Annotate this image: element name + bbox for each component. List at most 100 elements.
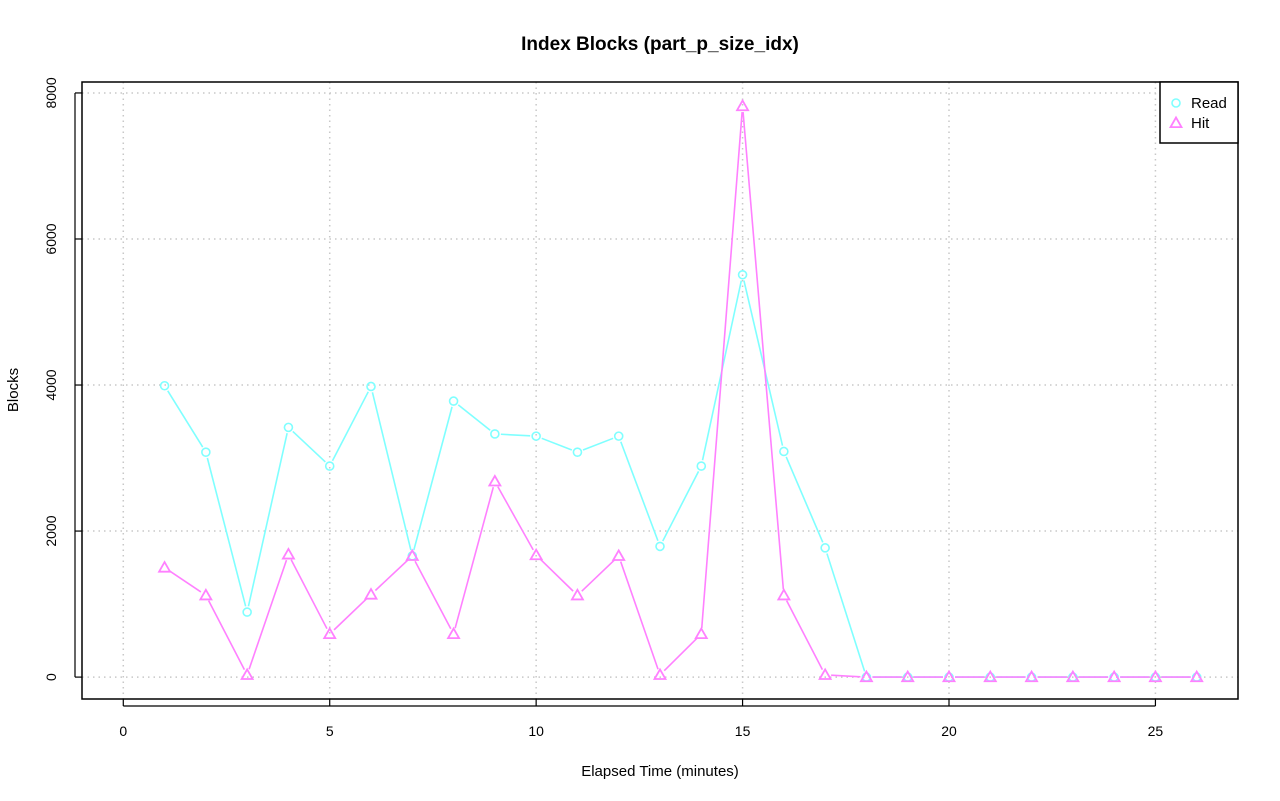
data-point-circle xyxy=(283,422,294,433)
series-line-segment xyxy=(500,433,531,437)
series-line-segment xyxy=(167,390,204,448)
y-tick-label: 0 xyxy=(43,673,59,681)
series-line-segment xyxy=(743,280,784,446)
series-layer xyxy=(157,98,1204,683)
data-point-triangle xyxy=(240,667,255,680)
series-line-segment xyxy=(663,637,698,672)
series-line-segment xyxy=(619,561,659,670)
data-point-triangle xyxy=(570,588,585,601)
x-axis-label: Elapsed Time (minutes) xyxy=(581,763,739,780)
series-line-segment xyxy=(414,560,452,630)
data-point-triangle xyxy=(735,98,750,112)
series-line-segment xyxy=(207,600,246,670)
series-line-segment xyxy=(206,457,247,607)
series-line-segment xyxy=(248,559,288,670)
y-tick-label: 6000 xyxy=(43,223,59,254)
series-line-segment xyxy=(457,404,491,431)
series-line-segment xyxy=(742,112,785,590)
series-line-segment xyxy=(541,437,573,451)
data-point-circle xyxy=(159,380,170,391)
data-point-circle xyxy=(737,269,748,280)
legend-marker-read xyxy=(1171,98,1181,108)
data-point-triangle xyxy=(446,626,461,640)
series-line-segment xyxy=(290,559,328,630)
x-tick-label: 10 xyxy=(528,723,544,739)
data-point-circle xyxy=(324,461,335,471)
legend-marker-hit xyxy=(1168,115,1184,129)
plot-frame xyxy=(81,81,1239,700)
x-axis: 0 5 10 15 20 25 xyxy=(119,699,1163,739)
series-line-segment xyxy=(169,570,202,593)
y-axis-label: Blocks xyxy=(5,368,22,412)
data-point-circle xyxy=(613,431,624,441)
grid-lines xyxy=(82,82,1238,699)
x-tick-label: 5 xyxy=(326,723,334,739)
y-tick-label: 2000 xyxy=(43,515,59,546)
series-line-segment xyxy=(539,558,574,592)
x-tick-label: 15 xyxy=(735,723,751,739)
series-line-segment xyxy=(700,112,743,629)
series-line-segment xyxy=(620,441,659,542)
series-line-segment xyxy=(785,456,824,543)
legend-label-read: Read xyxy=(1191,95,1227,112)
data-point-triangle xyxy=(281,547,296,560)
series-line-segment xyxy=(371,392,412,551)
legend-label-hit: Hit xyxy=(1191,115,1210,132)
x-tick-label: 25 xyxy=(1148,723,1164,739)
series-line-segment xyxy=(333,598,368,631)
data-point-circle xyxy=(779,446,789,457)
series-line-segment xyxy=(331,391,369,462)
data-point-triangle xyxy=(818,667,833,680)
chart-title: Index Blocks (part_p_size_idx) xyxy=(521,34,799,55)
x-tick-label: 0 xyxy=(119,723,127,739)
data-point-triangle xyxy=(487,474,502,487)
data-point-circle xyxy=(490,429,500,439)
data-point-circle xyxy=(366,381,376,392)
data-point-triangle xyxy=(363,587,379,600)
series-line-segment xyxy=(582,437,614,451)
data-point-triangle xyxy=(157,560,172,573)
data-point-triangle xyxy=(198,588,213,601)
data-point-triangle xyxy=(1148,669,1163,683)
data-point-triangle xyxy=(694,626,709,640)
series-line-segment xyxy=(413,406,453,551)
y-tick-label: 8000 xyxy=(43,77,59,108)
series-line-segment xyxy=(292,430,326,463)
data-point-circle xyxy=(655,541,665,552)
data-point-circle xyxy=(201,447,211,458)
data-point-triangle xyxy=(529,547,544,561)
data-point-triangle xyxy=(941,669,957,683)
data-point-triangle xyxy=(1024,669,1039,683)
data-point-circle xyxy=(448,396,459,406)
data-point-triangle xyxy=(776,588,791,601)
data-point-triangle xyxy=(1189,669,1204,683)
data-point-circle xyxy=(242,607,252,617)
data-point-circle xyxy=(820,543,830,553)
data-point-triangle xyxy=(983,669,998,683)
series-line-segment xyxy=(826,553,866,672)
data-point-triangle xyxy=(900,669,915,683)
series-line-segment xyxy=(831,674,861,678)
series-line-segment xyxy=(454,486,495,629)
legend-box xyxy=(1159,81,1239,144)
data-point-triangle xyxy=(652,667,668,680)
series-line-segment xyxy=(247,433,288,607)
series-line-segment xyxy=(785,600,824,670)
series-line-segment xyxy=(581,559,615,592)
series-line-segment xyxy=(497,486,534,551)
data-point-triangle xyxy=(611,548,626,561)
series-read xyxy=(159,269,1202,682)
data-point-circle xyxy=(531,431,541,441)
series-line-segment xyxy=(662,471,700,542)
data-point-triangle xyxy=(405,548,420,561)
legend: Read Hit xyxy=(1159,81,1239,144)
data-point-triangle xyxy=(1107,669,1122,683)
data-point-circle xyxy=(572,447,583,458)
y-axis: 0 2000 4000 6000 8000 xyxy=(43,77,82,681)
x-tick-label: 20 xyxy=(941,723,957,739)
data-point-triangle xyxy=(1065,669,1080,683)
data-point-triangle xyxy=(859,669,874,683)
data-point-circle xyxy=(696,461,707,471)
series-hit xyxy=(157,98,1204,683)
